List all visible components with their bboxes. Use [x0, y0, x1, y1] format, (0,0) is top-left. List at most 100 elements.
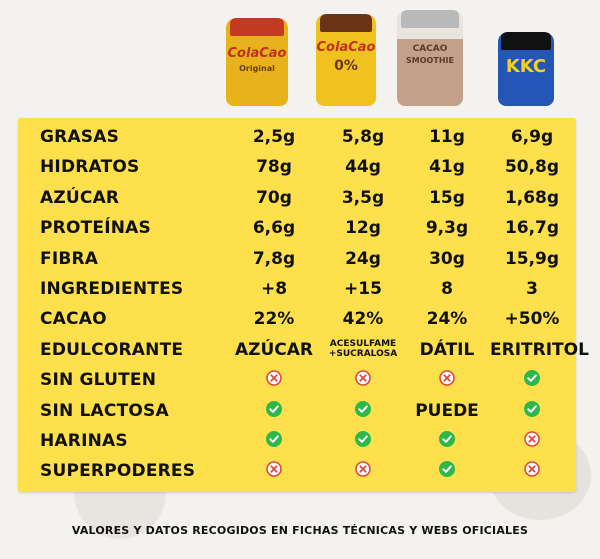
value-cell: 5,8g — [341, 127, 385, 147]
cross-icon — [355, 461, 371, 478]
row-label: SIN GLUTEN — [40, 370, 157, 391]
table-row: HARINAS — [18, 426, 576, 456]
value-cell: 42% — [342, 309, 384, 330]
product-brand-text: ColaCao — [227, 46, 287, 61]
cross-icon — [406, 365, 488, 395]
cross-icon — [322, 365, 404, 395]
product-variant-text: Original — [239, 64, 275, 73]
check-icon — [439, 431, 455, 447]
product-images-row: ColaCao Original ColaCao 0% CACAO SMOOTH… — [0, 10, 600, 110]
value-cell: 9,3g — [425, 218, 469, 239]
value-cell: 70g — [256, 187, 292, 208]
product-variant-text: 0% — [334, 58, 358, 74]
row-label: INGREDIENTES — [40, 279, 184, 299]
comparison-table: GRASAS 2,5g 5,8g 11g 6,9g HIDRATOS 78g 44g 41g 50… — [18, 118, 589, 492]
value-cell: DÁTIL — [419, 339, 475, 360]
value-cell: 30g — [429, 248, 465, 269]
value-cell: 44g — [345, 157, 381, 178]
value-cell: PUEDE — [415, 400, 479, 421]
value-cell: 16,7g — [504, 218, 560, 239]
product-cacao-smoothie-image: CACAO SMOOTHIE — [397, 10, 463, 106]
check-icon — [355, 431, 371, 447]
value-cell: +8 — [260, 279, 288, 299]
value-cell: 3,5g — [341, 187, 385, 208]
value-cell: 50,8g — [504, 157, 560, 178]
product-brand-text: KKC — [505, 56, 547, 77]
table-row: AZÚCAR 70g 3,5g 15g 1,68g — [18, 183, 576, 213]
table-row: CACAO 22% 42% 24% +50% — [18, 304, 576, 334]
product-variant-text: SMOOTHIE — [406, 56, 454, 65]
check-icon — [524, 400, 540, 417]
table-row: PROTEÍNAS 6,6g 12g 9,3g 16,7g — [18, 213, 576, 243]
cross-icon — [266, 370, 282, 386]
check-icon — [266, 431, 282, 447]
cross-icon — [355, 370, 371, 386]
value-cell: +15 — [344, 279, 382, 299]
check-icon — [322, 426, 404, 456]
value-cell: 24% — [426, 309, 468, 330]
check-icon — [406, 426, 488, 456]
check-icon — [228, 426, 320, 456]
cross-icon — [490, 456, 574, 486]
table-row: GRASAS 2,5g 5,8g 11g 6,9g — [18, 122, 576, 152]
value-cell: AZÚCAR — [234, 339, 313, 360]
row-label: AZÚCAR — [40, 187, 120, 208]
check-icon — [439, 461, 455, 478]
check-icon — [490, 365, 574, 395]
value-cell: 3 — [526, 279, 538, 299]
value-cell: 15g — [429, 187, 465, 208]
table-row: EDULCORANTE AZÚCAR ACESULFAME +SUCRALOSA DÁ… — [18, 335, 589, 365]
value-cell: 24g — [345, 248, 381, 269]
table-row: HIDRATOS 78g 44g 41g 50,8g — [18, 152, 576, 182]
cross-icon — [322, 456, 404, 486]
row-label: HARINAS — [40, 431, 128, 451]
value-cell: 41g — [429, 157, 465, 178]
row-label: EDULCORANTE — [40, 339, 184, 360]
row-label: SIN LACTOSA — [40, 400, 169, 421]
value-cell: 15,9g — [504, 248, 560, 269]
check-icon — [322, 396, 404, 426]
value-cell: 6,9g — [510, 127, 554, 147]
row-label: FIBRA — [40, 248, 99, 269]
value-cell: 11g — [429, 127, 465, 147]
value-cell: 12g — [345, 218, 381, 239]
row-label: PROTEÍNAS — [40, 218, 151, 239]
value-cell: 8 — [441, 279, 453, 299]
cross-icon — [524, 431, 540, 447]
cross-icon — [524, 461, 540, 478]
table-row: SIN LACTOSA PUEDE — [18, 396, 576, 426]
product-brand-text: ColaCao — [316, 40, 376, 55]
row-label: CACAO — [40, 309, 107, 330]
cross-icon — [439, 370, 455, 386]
table-row: SIN GLUTEN — [18, 365, 576, 395]
value-cell: 7,8g — [252, 248, 296, 269]
check-icon — [228, 396, 320, 426]
check-icon — [266, 400, 282, 417]
table-row: FIBRA 7,8g 24g 30g 15,9g — [18, 244, 576, 274]
table-row: SUPERPODERES — [18, 456, 576, 486]
value-cell: 2,5g — [252, 127, 296, 147]
footer-note: VALORES Y DATOS RECOGIDOS EN FICHAS TÉCN… — [71, 524, 529, 537]
value-cell: 78g — [256, 157, 292, 178]
cross-icon — [266, 461, 282, 478]
product-colacao-original-image: ColaCao Original — [226, 10, 288, 106]
value-cell: 1,68g — [504, 187, 560, 208]
cross-icon — [228, 365, 320, 395]
cross-icon — [490, 426, 574, 456]
product-brand-text: CACAO — [412, 44, 448, 54]
product-colacao-0-image: ColaCao 0% — [316, 10, 376, 106]
value-cell: +50% — [504, 309, 560, 330]
check-icon — [355, 400, 371, 417]
check-icon — [524, 370, 540, 387]
value-cell: ACESULFAME +SUCRALOSA — [328, 338, 398, 359]
product-kkc-image: KKC — [498, 10, 554, 106]
row-label: GRASAS — [40, 127, 120, 147]
row-label: HIDRATOS — [40, 157, 140, 178]
cross-icon — [228, 456, 320, 486]
value-cell: 22% — [253, 309, 295, 330]
table-row: INGREDIENTES +8 +15 8 3 — [18, 274, 576, 304]
check-icon — [490, 396, 574, 426]
value-cell: ERITRITOL — [490, 339, 589, 360]
check-icon — [406, 456, 488, 486]
value-cell: 6,6g — [252, 218, 296, 239]
